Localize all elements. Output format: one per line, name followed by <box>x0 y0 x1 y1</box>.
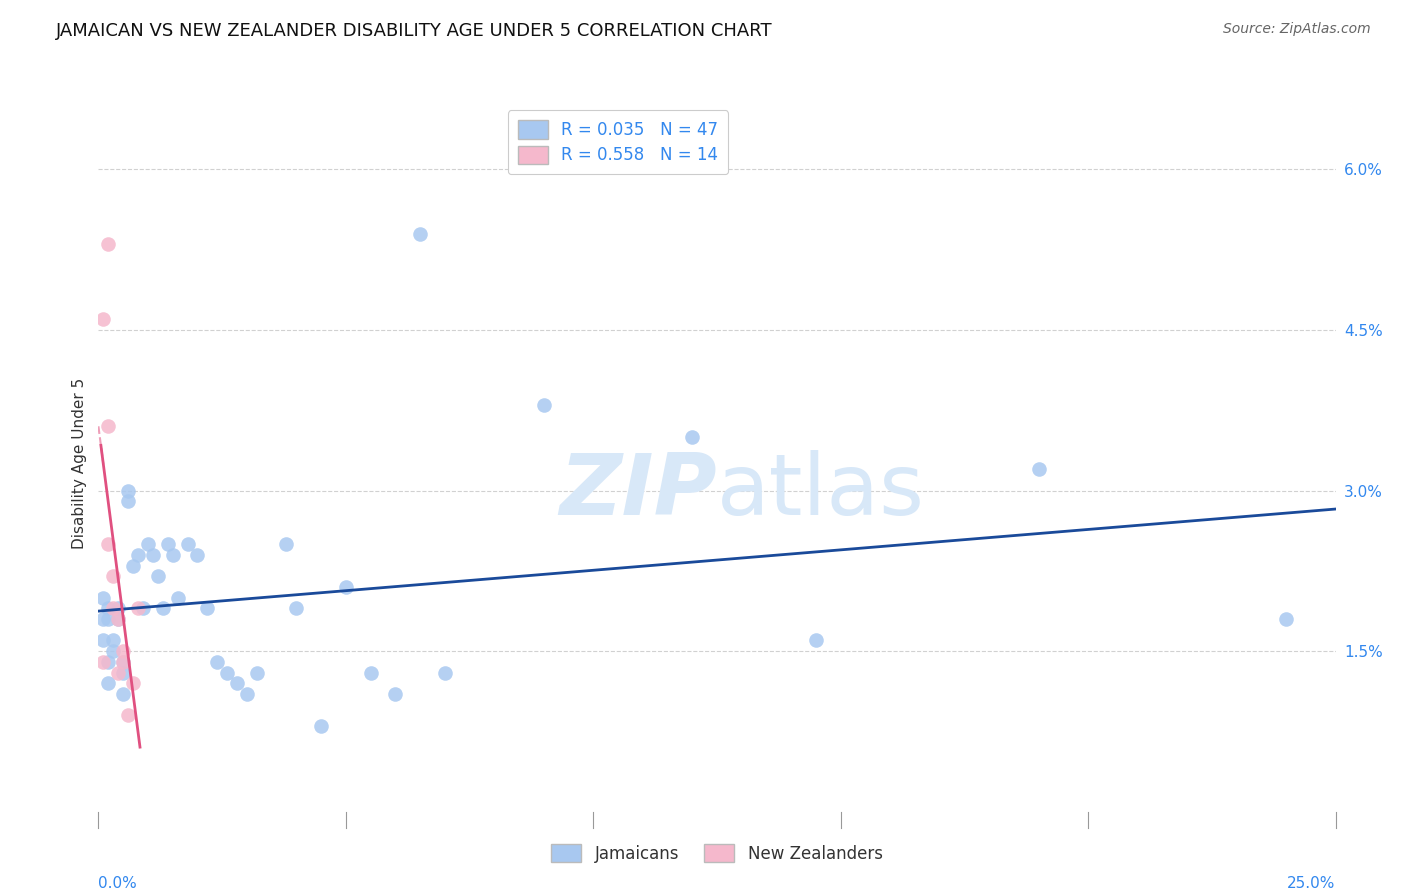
Point <box>409 227 432 241</box>
Point <box>1028 462 1050 476</box>
Point <box>93 655 115 669</box>
Point <box>166 591 188 605</box>
Point <box>93 591 115 605</box>
Y-axis label: Disability Age Under 5: Disability Age Under 5 <box>72 378 87 549</box>
Text: Source: ZipAtlas.com: Source: ZipAtlas.com <box>1223 22 1371 37</box>
Point <box>804 633 827 648</box>
Point <box>93 612 115 626</box>
Point <box>156 537 179 551</box>
Point <box>360 665 382 680</box>
Point <box>103 644 125 658</box>
Point <box>97 655 120 669</box>
Point <box>132 601 155 615</box>
Point <box>103 569 125 583</box>
Point <box>107 612 129 626</box>
Text: 25.0%: 25.0% <box>1288 876 1336 891</box>
Text: JAMAICAN VS NEW ZEALANDER DISABILITY AGE UNDER 5 CORRELATION CHART: JAMAICAN VS NEW ZEALANDER DISABILITY AGE… <box>56 22 773 40</box>
Point <box>236 687 259 701</box>
Point <box>97 419 120 434</box>
Point <box>117 708 139 723</box>
Point <box>117 483 139 498</box>
Point <box>146 569 169 583</box>
Point <box>142 548 165 562</box>
Point <box>681 430 703 444</box>
Point <box>122 676 145 690</box>
Point <box>97 601 120 615</box>
Point <box>127 548 149 562</box>
Point <box>136 537 159 551</box>
Point <box>1275 612 1298 626</box>
Point <box>186 548 208 562</box>
Point <box>217 665 239 680</box>
Text: atlas: atlas <box>717 450 925 533</box>
Point <box>335 580 357 594</box>
Point <box>246 665 269 680</box>
Text: 0.0%: 0.0% <box>98 876 138 891</box>
Point <box>276 537 298 551</box>
Point <box>112 687 135 701</box>
Point <box>309 719 332 733</box>
Point <box>112 644 135 658</box>
Point <box>97 237 120 252</box>
Point <box>107 601 129 615</box>
Point <box>93 633 115 648</box>
Point <box>107 665 129 680</box>
Text: ZIP: ZIP <box>560 450 717 533</box>
Point <box>285 601 308 615</box>
Point <box>112 665 135 680</box>
Point <box>103 633 125 648</box>
Point <box>122 558 145 573</box>
Point <box>103 601 125 615</box>
Point <box>195 601 218 615</box>
Point <box>433 665 456 680</box>
Point <box>205 655 228 669</box>
Point <box>112 655 135 669</box>
Point <box>93 312 115 326</box>
Point <box>384 687 406 701</box>
Point <box>162 548 184 562</box>
Point <box>226 676 249 690</box>
Legend: Jamaicans, New Zealanders: Jamaicans, New Zealanders <box>544 838 890 870</box>
Point <box>97 612 120 626</box>
Point <box>117 494 139 508</box>
Point <box>107 612 129 626</box>
Point <box>152 601 174 615</box>
Point <box>533 398 555 412</box>
Point <box>97 676 120 690</box>
Point <box>112 655 135 669</box>
Point <box>97 537 120 551</box>
Point <box>176 537 198 551</box>
Point <box>127 601 149 615</box>
